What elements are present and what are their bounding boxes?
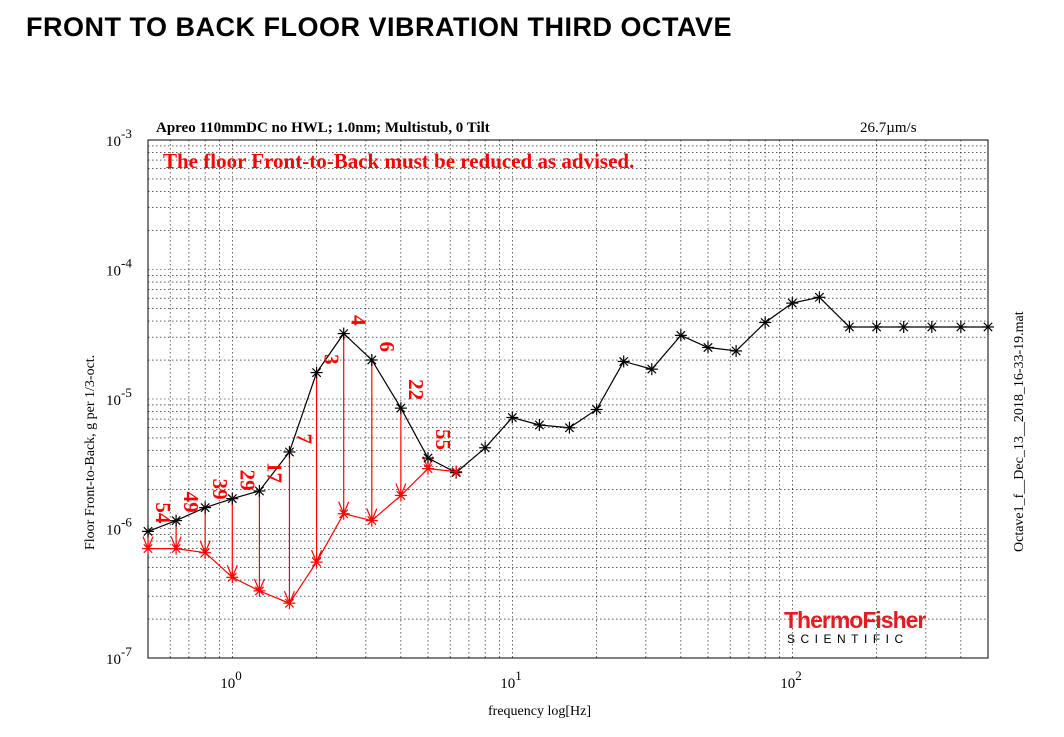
- data-point: [925, 320, 938, 333]
- data-point: [226, 492, 239, 505]
- data-point: [422, 462, 434, 475]
- grid: [148, 140, 988, 658]
- data-point: [283, 445, 296, 458]
- data-point: [506, 411, 519, 424]
- reduction-label: 22: [404, 379, 428, 400]
- data-point: [563, 421, 576, 434]
- data-point: [337, 507, 350, 520]
- data-point: [310, 366, 323, 379]
- reduction-label: 39: [208, 479, 232, 500]
- series-layer: [142, 291, 994, 610]
- data-point: [982, 320, 994, 333]
- reduction-label: 3: [320, 354, 344, 365]
- data-point: [617, 355, 630, 368]
- data-point: [674, 329, 687, 342]
- data-point: [199, 501, 212, 514]
- data-point: [422, 452, 434, 465]
- data-point: [337, 327, 350, 340]
- y-tick-labels: 10-3 10-4 10-5 10-6 10-7: [106, 126, 132, 668]
- reduction-label: 49: [179, 492, 203, 513]
- data-point: [843, 320, 856, 333]
- data-point: [897, 320, 910, 333]
- x-axis-label: frequency log[Hz]: [488, 704, 591, 719]
- data-point: [142, 542, 154, 555]
- thermofisher-logo: ThermoFisher SCIENTIFIC: [784, 607, 927, 646]
- data-point: [394, 489, 407, 502]
- rms-velocity-label: 26.7µm/s: [860, 120, 917, 136]
- y-tick-label: 10-7: [106, 644, 132, 668]
- data-point: [170, 542, 183, 555]
- logo-name: ThermoFisher: [784, 607, 926, 633]
- reduction-label: 7: [292, 433, 316, 444]
- x-tick-labels: 100 101 102: [220, 668, 802, 692]
- data-point: [813, 291, 826, 304]
- data-point: [394, 402, 407, 415]
- reduction-label: 29: [235, 470, 259, 491]
- target-line: [148, 467, 457, 604]
- data-point: [142, 525, 154, 538]
- reduction-label: 17: [262, 462, 286, 483]
- data-point: [954, 320, 967, 333]
- data-point: [283, 597, 296, 610]
- data-point: [533, 418, 546, 431]
- data-point: [226, 571, 239, 584]
- chart-title: Apreo 110mmDC no HWL; 1.0nm; Multistub, …: [156, 120, 490, 136]
- data-point: [786, 297, 799, 310]
- data-point: [365, 354, 378, 367]
- x-tick-label: 100: [220, 668, 242, 692]
- x-tick-label: 102: [780, 668, 802, 692]
- reduction-label: 4: [347, 315, 371, 326]
- data-point: [479, 441, 492, 454]
- y-tick-label: 10-6: [106, 515, 132, 539]
- y-axis-label: Floor Front-to-Back, g per 1/3-oct.: [83, 355, 98, 550]
- reduction-label: 54: [151, 502, 175, 524]
- data-point: [253, 484, 266, 497]
- reduction-arrows: [142, 333, 434, 605]
- plot-frame: [147, 139, 989, 659]
- data-point: [702, 341, 714, 354]
- y-tick-label: 10-5: [106, 385, 132, 409]
- data-point: [759, 316, 772, 329]
- page-title: FRONT TO BACK FLOOR VIBRATION THIRD OCTA…: [26, 12, 732, 42]
- data-point: [450, 465, 463, 478]
- reduction-label: 55: [431, 429, 455, 450]
- data-point: [199, 546, 212, 559]
- y-tick-label: 10-3: [106, 126, 132, 150]
- data-point: [310, 556, 323, 569]
- data-point: [870, 320, 883, 333]
- data-point: [365, 514, 378, 527]
- reduction-label: 6: [375, 342, 399, 353]
- x-tick-label: 101: [500, 668, 522, 692]
- data-point: [730, 344, 743, 357]
- y-tick-label: 10-4: [106, 256, 132, 280]
- data-point: [645, 363, 658, 376]
- warning-text: The floor Front-to-Back must be reduced …: [163, 149, 634, 173]
- data-point: [170, 514, 183, 527]
- measured-line: [147, 296, 988, 532]
- logo-subtitle: SCIENTIFIC: [787, 632, 909, 646]
- file-name-label: Octave1_f__Dec_13__2018_16-33-19.mat: [1012, 311, 1027, 552]
- data-point: [590, 403, 603, 416]
- data-point: [253, 584, 266, 597]
